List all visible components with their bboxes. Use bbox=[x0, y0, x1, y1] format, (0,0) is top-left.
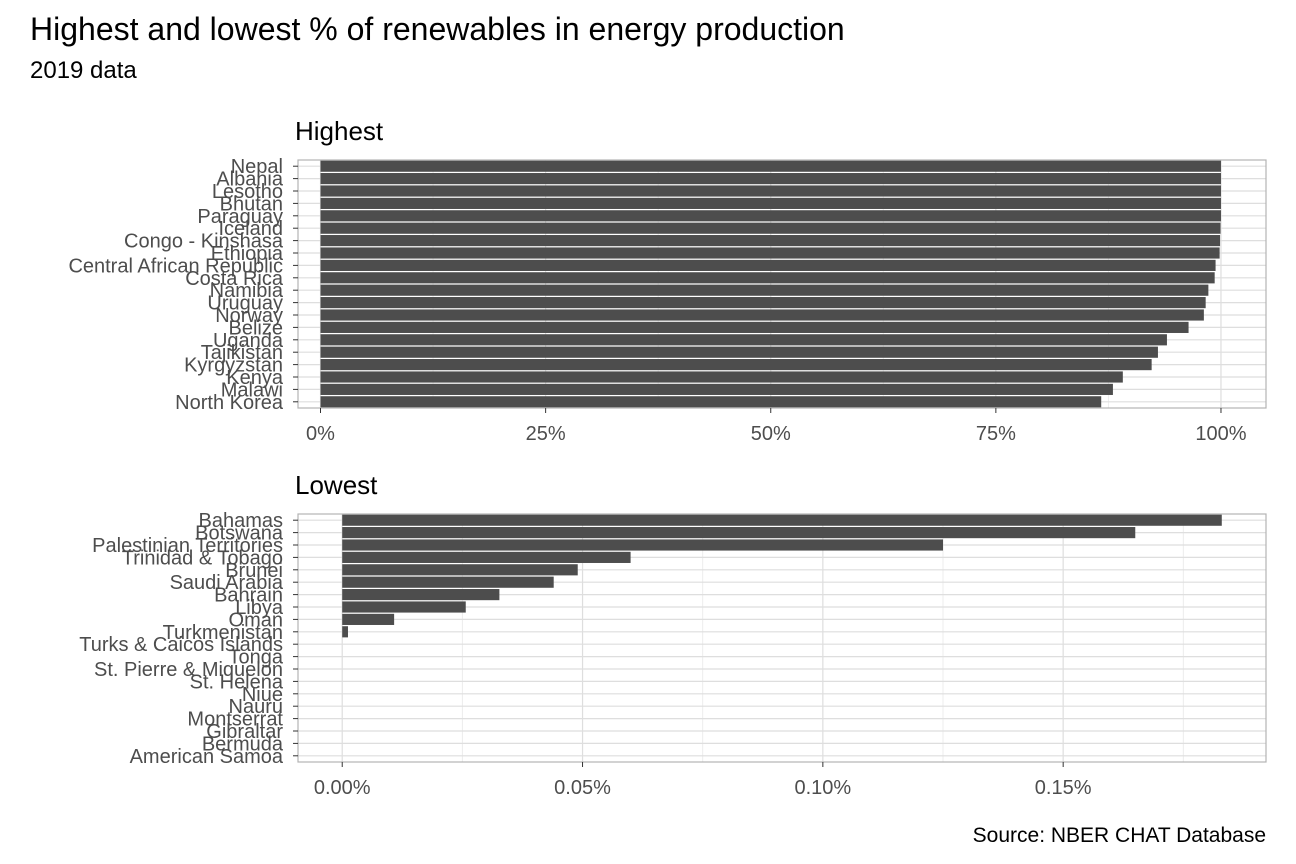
lowest-bar bbox=[342, 539, 944, 551]
highest-category-label: Bhutan bbox=[220, 193, 283, 215]
lowest-category-label: Turks & Caicos Islands bbox=[79, 634, 283, 656]
lowest-x-tick-label: 0.00% bbox=[314, 777, 371, 799]
highest-bar bbox=[320, 160, 1221, 172]
highest-category-label: Paraguay bbox=[197, 206, 283, 228]
highest-category-label: Albania bbox=[216, 169, 284, 191]
highest-category-label: Nepal bbox=[231, 156, 283, 178]
highest-category-label: Kyrgyzstan bbox=[184, 355, 283, 377]
highest-bar bbox=[320, 297, 1206, 309]
highest-bar bbox=[320, 321, 1189, 333]
highest-bar bbox=[320, 247, 1220, 259]
highest-category-label: Norway bbox=[215, 305, 283, 327]
lowest-category-label: Palestinian Territories bbox=[92, 535, 283, 557]
highest-x-tick-label: 0% bbox=[306, 423, 335, 445]
chart-title: Highest and lowest % of renewables in en… bbox=[30, 11, 845, 47]
lowest-category-label: Bermuda bbox=[202, 733, 284, 755]
highest-category-label: North Korea bbox=[175, 392, 284, 414]
highest-panel-border bbox=[297, 159, 1267, 409]
highest-bar bbox=[320, 272, 1215, 284]
highest-bar bbox=[320, 185, 1221, 197]
highest-category-label: Uruguay bbox=[207, 293, 283, 315]
highest-x-tick-label: 75% bbox=[976, 423, 1016, 445]
lowest-bar bbox=[342, 626, 348, 638]
lowest-x-tick-label: 0.15% bbox=[1035, 777, 1092, 799]
highest-bar bbox=[320, 222, 1221, 234]
highest-bar bbox=[320, 334, 1167, 346]
highest-bar bbox=[320, 259, 1216, 271]
highest-category-label: Congo - Kinshasa bbox=[124, 231, 284, 253]
highest-category-label: Kenya bbox=[226, 367, 284, 389]
lowest-bar bbox=[342, 527, 1136, 539]
highest-x-tick-label: 50% bbox=[751, 423, 791, 445]
highest-category-label: Tajikistan bbox=[201, 342, 283, 364]
lowest-category-label: Oman bbox=[229, 609, 283, 631]
highest-bar bbox=[320, 197, 1221, 209]
highest-bar bbox=[320, 210, 1221, 222]
lowest-bar bbox=[342, 613, 395, 625]
highest-bar bbox=[320, 346, 1158, 358]
chart-caption: Source: NBER CHAT Database bbox=[972, 824, 1266, 847]
chart-subtitle: 2019 data bbox=[30, 57, 137, 84]
lowest-bar bbox=[342, 601, 466, 613]
highest-category-label: Uganda bbox=[213, 330, 284, 352]
lowest-bar bbox=[342, 576, 554, 588]
lowest-category-label: Tonga bbox=[229, 647, 284, 669]
highest-category-label: Lesotho bbox=[212, 181, 283, 203]
lowest-bar bbox=[342, 589, 500, 601]
highest-panel-title: Highest bbox=[295, 116, 384, 146]
highest-bar bbox=[320, 359, 1152, 371]
highest-bar bbox=[320, 235, 1221, 247]
lowest-bar bbox=[342, 514, 1222, 526]
highest-category-label: Malawi bbox=[221, 379, 283, 401]
lowest-category-label: Niue bbox=[242, 684, 283, 706]
lowest-category-label: Montserrat bbox=[187, 709, 283, 731]
highest-bar bbox=[320, 396, 1102, 408]
highest-bar bbox=[320, 284, 1209, 296]
highest-bar bbox=[320, 371, 1123, 383]
highest-category-label: Belize bbox=[229, 317, 283, 339]
highest-x-tick-label: 25% bbox=[526, 423, 566, 445]
lowest-category-label: Brunei bbox=[225, 560, 283, 582]
highest-x-tick-label: 100% bbox=[1195, 423, 1246, 445]
highest-category-label: Namibia bbox=[210, 280, 284, 302]
lowest-category-label: Botswana bbox=[195, 523, 284, 545]
lowest-category-label: Turkmenistan bbox=[163, 622, 283, 644]
lowest-category-label: St. Helena bbox=[190, 671, 284, 693]
lowest-category-label: St. Pierre & Miquelon bbox=[94, 659, 283, 681]
highest-bar bbox=[320, 173, 1221, 185]
lowest-panel-title: Lowest bbox=[295, 470, 378, 500]
lowest-category-label: Bahrain bbox=[214, 585, 283, 607]
lowest-panel-border bbox=[297, 513, 1267, 763]
lowest-category-label: Libya bbox=[235, 597, 284, 619]
lowest-x-tick-label: 0.05% bbox=[554, 777, 611, 799]
lowest-category-label: Saudi Arabia bbox=[170, 572, 284, 594]
lowest-category-label: Nauru bbox=[229, 696, 283, 718]
lowest-category-label: Bahamas bbox=[199, 510, 284, 532]
lowest-bar bbox=[342, 564, 578, 576]
highest-category-label: Costa Rica bbox=[185, 268, 284, 290]
highest-bar bbox=[320, 309, 1204, 321]
highest-category-label: Iceland bbox=[219, 218, 284, 240]
lowest-bar bbox=[342, 551, 631, 563]
highest-category-label: Ethiopia bbox=[211, 243, 284, 265]
lowest-category-label: Gibraltar bbox=[206, 721, 283, 743]
lowest-category-label: American Samoa bbox=[130, 746, 284, 768]
lowest-x-tick-label: 0.10% bbox=[794, 777, 851, 799]
highest-category-label: Central African Republic bbox=[68, 255, 283, 277]
lowest-category-label: Trinidad & Tobago bbox=[122, 547, 283, 569]
highest-bar bbox=[320, 383, 1113, 395]
